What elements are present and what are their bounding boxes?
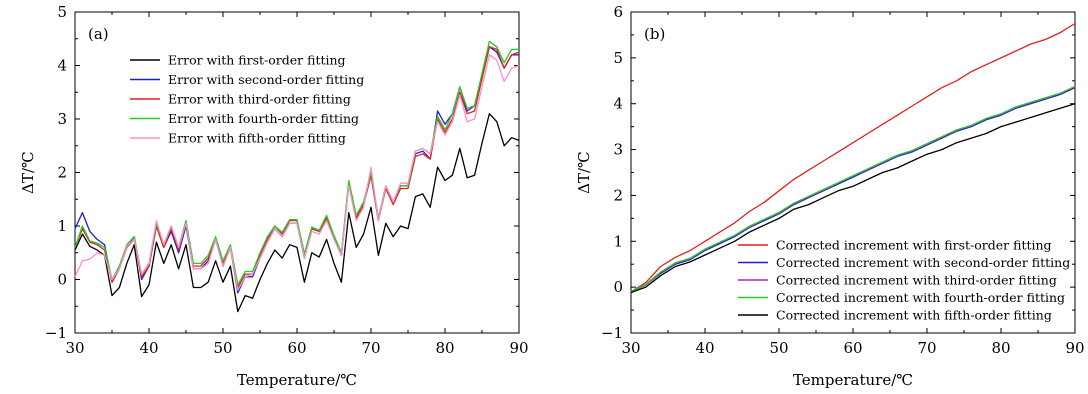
x-tick-label: 70: [361, 339, 380, 357]
legend-entry: Error with fourth-order fitting: [168, 111, 359, 126]
x-tick-label: 50: [213, 339, 232, 357]
y-tick-label: −1: [601, 324, 623, 342]
legend-entry: Error with second-order fitting: [168, 72, 364, 87]
legend-entry: Corrected increment with fourth-order fi…: [776, 290, 1065, 305]
y-tick-label: 1: [57, 217, 67, 235]
panel-label: (b): [644, 25, 665, 43]
y-tick-label: 4: [613, 95, 623, 113]
series-line-2: [630, 87, 1076, 293]
series-line-5: [630, 103, 1076, 294]
legend-entry: Corrected increment with fifth-order fit…: [776, 308, 1052, 323]
y-tick-label: 3: [613, 141, 623, 159]
x-tick-label: 50: [769, 339, 788, 357]
y-tick-label: 2: [57, 164, 67, 182]
x-axis-title: Temperature/℃: [237, 371, 357, 389]
panel-a-chart: 30 40 50 60 70 80 90 −1 0 1 2 3 4 5 Temperature/℃ ΔT/℃ (…: [19, 3, 529, 389]
y-tick-label: 3: [57, 110, 67, 128]
y-axis-title: ΔT/℃: [19, 151, 37, 194]
x-tick-label: 80: [991, 339, 1010, 357]
y-axis-title: ΔT/℃: [575, 151, 593, 194]
y-tick-label: 0: [613, 278, 623, 296]
series-line-1: [630, 22, 1076, 293]
legend-entry: Corrected increment with third-order fit…: [776, 273, 1057, 288]
series-line-5: [74, 54, 520, 291]
series-line-4: [630, 85, 1076, 293]
y-tick-label: 5: [57, 3, 67, 21]
legend-entry: Corrected increment with second-order fi…: [776, 255, 1070, 270]
y-tick-label: 5: [613, 49, 623, 67]
y-tick-label: −1: [45, 324, 67, 342]
panel-b-chart: 30 40 50 60 70 80 90 −1 0 1 2 3 4 5 6 Temperature/℃ ΔT/℃…: [575, 3, 1085, 389]
panel-label: (a): [88, 25, 109, 43]
y-tick-label: 6: [613, 3, 623, 21]
x-tick-label: 40: [139, 339, 158, 357]
y-tick-label: 1: [613, 232, 623, 250]
x-tick-label: 90: [1065, 339, 1084, 357]
x-tick-label: 80: [435, 339, 454, 357]
series-line-1: [74, 113, 520, 313]
x-axis-title: Temperature/℃: [793, 371, 913, 389]
y-tick-label: 0: [57, 271, 67, 289]
y-tick-label: 2: [613, 186, 623, 204]
legend-entry: Error with first-order fitting: [168, 53, 346, 68]
x-tick-label: 40: [695, 339, 714, 357]
legend-entry: Error with third-order fitting: [168, 92, 351, 107]
x-tick-label: 60: [843, 339, 862, 357]
legend-entry: Error with fifth-order fitting: [168, 131, 346, 146]
x-tick-label: 30: [65, 339, 84, 357]
legend-entry: Corrected increment with first-order fit…: [776, 238, 1052, 253]
x-tick-label: 90: [509, 339, 528, 357]
y-tick-label: 4: [57, 57, 67, 75]
x-tick-label: 70: [917, 339, 936, 357]
x-tick-label: 60: [287, 339, 306, 357]
x-tick-label: 30: [621, 339, 640, 357]
